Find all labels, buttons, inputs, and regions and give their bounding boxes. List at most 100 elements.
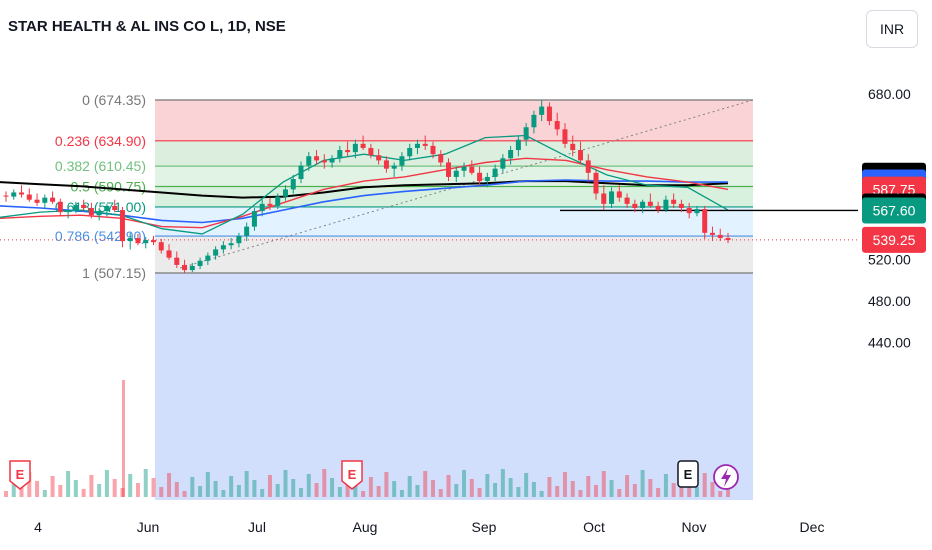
candle: [34, 199, 40, 203]
volume-bar: [283, 470, 288, 497]
volume-bar: [446, 475, 451, 497]
volume-bar: [205, 472, 210, 497]
y-tick-label: 680.00: [868, 86, 911, 102]
fib-labels: 0 (674.35) 0.236 (634.90) 0.382 (610.45) 0.…: [55, 92, 146, 281]
candle: [244, 226, 250, 236]
candle: [290, 179, 296, 190]
axes: 440.00 480.00 520.00 680.00 4 Jun Jul Aug Sep Oct…: [34, 86, 911, 535]
volume-bar: [260, 489, 265, 497]
volume-bar: [539, 491, 544, 497]
fib-label: 1 (507.15): [82, 265, 146, 281]
candle: [73, 204, 79, 211]
candle: [686, 207, 692, 214]
volume-bar: [229, 476, 234, 497]
x-tick-label: Sep: [472, 519, 497, 535]
volume-bar: [609, 480, 614, 497]
volume-bar: [524, 473, 529, 497]
candle: [360, 143, 366, 148]
candle: [376, 155, 382, 161]
x-tick-label: Dec: [800, 519, 825, 535]
volume-bar: [632, 484, 637, 497]
fib-band: [155, 236, 753, 274]
volume-bar: [640, 470, 645, 497]
candle: [345, 150, 351, 153]
candle: [197, 260, 203, 266]
volume-bar: [485, 474, 490, 497]
candle: [399, 156, 405, 166]
volume-bar: [236, 485, 241, 497]
candle: [352, 143, 358, 153]
volume-bar: [694, 487, 699, 497]
candle: [391, 165, 397, 169]
candle: [19, 192, 25, 195]
candle: [298, 165, 304, 180]
volume-spike: [122, 380, 125, 497]
volume-bar: [19, 486, 24, 497]
volume-bar: [407, 476, 412, 497]
candle: [88, 207, 94, 216]
volume-bar: [648, 479, 653, 497]
fib-bands: [155, 100, 753, 500]
volume-bar: [361, 491, 366, 497]
volume-bar: [570, 481, 575, 497]
candle: [57, 201, 63, 213]
y-tick-label: 520.00: [868, 252, 911, 268]
volume-bar: [291, 479, 296, 497]
earnings-marker[interactable]: [341, 460, 363, 490]
volume-bar: [143, 469, 148, 497]
earnings-marker[interactable]: [9, 460, 31, 490]
volume-bar: [42, 490, 47, 497]
candle: [42, 197, 48, 203]
candle: [554, 121, 560, 130]
candle: [562, 129, 568, 144]
volume-bar: [275, 484, 280, 497]
fib-band: [155, 140, 753, 167]
volume-bar: [112, 479, 117, 497]
candle: [609, 191, 615, 204]
candle: [135, 238, 141, 244]
candle: [189, 265, 195, 271]
candle: [26, 194, 32, 200]
volume-bar: [392, 481, 397, 497]
volume-bar: [617, 489, 622, 497]
candle: [461, 166, 467, 171]
candle: [655, 205, 661, 211]
volume-bar: [493, 483, 498, 497]
candle: [158, 242, 164, 251]
earnings-marker-label: E: [684, 467, 693, 482]
candle: [585, 160, 591, 173]
volume-bar: [81, 489, 86, 497]
volume-bar: [267, 475, 272, 497]
fib-band: [155, 100, 753, 141]
candle: [236, 235, 242, 244]
candle: [174, 257, 180, 265]
candle: [267, 203, 273, 206]
candle: [251, 211, 257, 227]
volume-bar: [120, 488, 125, 497]
volume-bar: [252, 480, 257, 497]
candle: [446, 162, 452, 177]
volume-bar: [128, 474, 133, 497]
candle: [515, 139, 521, 151]
candle: [422, 143, 428, 146]
candle: [143, 240, 149, 244]
candle: [523, 127, 529, 140]
candle: [337, 150, 343, 159]
candle: [166, 250, 172, 258]
volume-bar: [438, 489, 443, 497]
volume-bar: [578, 490, 583, 497]
volume-bar: [500, 469, 505, 497]
candle: [430, 145, 436, 155]
candle: [306, 156, 312, 166]
volume-bar: [213, 481, 218, 497]
candle: [127, 238, 133, 242]
volume-bar: [151, 478, 156, 497]
candle: [11, 192, 17, 197]
earnings-marker[interactable]: [677, 460, 699, 488]
volume-bar: [516, 487, 521, 497]
currency-button[interactable]: INR: [866, 10, 918, 48]
candle: [275, 196, 281, 206]
volume-bar: [547, 477, 552, 497]
x-tick-label: Nov: [682, 519, 707, 535]
